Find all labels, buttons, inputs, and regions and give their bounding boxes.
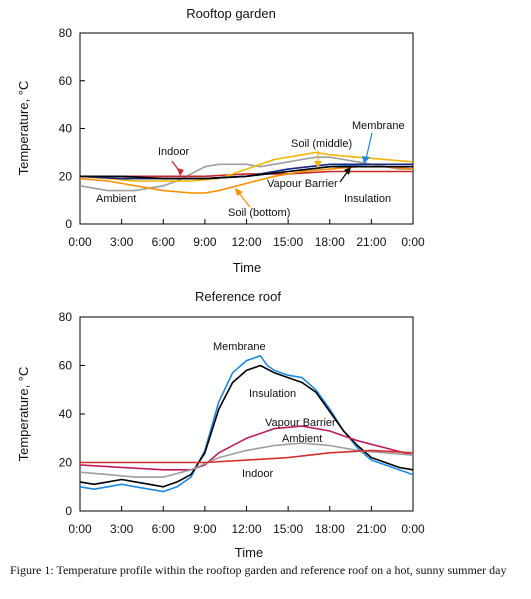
x-tick-label: 6:00 (152, 235, 176, 249)
annotation-insulation: Insulation (344, 193, 391, 205)
figure: Rooftop garden 0 20 40 60 80 0:00 3:00 6:00 9:0… (16, 6, 425, 560)
x-axis-ticks: 0:00 3:00 6:00 9:00 12:00 15:00 18:00 21:00 0:00 (68, 219, 425, 249)
x-tick-label: 21:00 (356, 522, 386, 536)
annotation-ambient: Ambient (282, 433, 322, 445)
figure-caption: Figure 1: Temperature profile within the… (10, 563, 507, 577)
series-line-vapour-barrier (79, 425, 414, 471)
x-tick-label: 6:00 (152, 522, 176, 536)
series-line-indoor (80, 449, 414, 464)
y-tick-label: 80 (59, 310, 73, 324)
chart-title: Rooftop garden (186, 6, 276, 21)
x-tick-label: 21:00 (356, 235, 386, 249)
x-tick-label: 15:00 (273, 235, 303, 249)
y-tick-label: 0 (65, 217, 72, 231)
y-tick-label: 20 (59, 169, 73, 183)
annotation-membrane: Membrane (352, 120, 405, 132)
series-line-ambient (79, 442, 414, 478)
x-axis-ticks: 0:00 3:00 6:00 9:00 12:00 15:00 18:00 21:00 0:00 (68, 506, 425, 536)
y-axis-ticks: 0 20 40 60 80 (59, 310, 85, 518)
annotation-vapour-barrier: Vapour Barrier (267, 178, 338, 190)
x-tick-label: 12:00 (231, 235, 261, 249)
series-line-soil-middle (79, 151, 414, 182)
y-tick-label: 40 (59, 122, 73, 136)
annotation-soil-middle: Soil (middle) (291, 138, 352, 150)
chart-reference-roof: Reference roof 0 20 40 60 80 0:00 3:00 6:00 9:0… (16, 289, 425, 560)
y-tick-label: 60 (59, 359, 73, 373)
annotation-insulation: Insulation (249, 388, 296, 400)
series-line-ambient (79, 156, 413, 192)
chart-rooftop-garden: Rooftop garden 0 20 40 60 80 0:00 3:00 6:00 9:0… (16, 6, 425, 275)
y-tick-label: 0 (65, 504, 72, 518)
x-tick-label: 9:00 (193, 522, 217, 536)
x-tick-label: 12:00 (231, 522, 261, 536)
y-tick-label: 60 (59, 74, 73, 88)
x-tick-label: 0:00 (401, 235, 425, 249)
x-tick-label: 0:00 (68, 235, 92, 249)
x-tick-label: 15:00 (273, 522, 303, 536)
y-axis-label: Temperature, °C (16, 81, 31, 176)
x-tick-label: 0:00 (401, 522, 425, 536)
y-tick-label: 40 (59, 407, 73, 421)
x-tick-label: 0:00 (68, 522, 92, 536)
series-line-vapour-barrier (80, 165, 413, 180)
annotation-indoor: Indoor (242, 468, 274, 480)
series-lines (79, 354, 414, 493)
y-axis-ticks: 0 20 40 60 80 (59, 26, 85, 231)
y-axis-label: Temperature, °C (16, 367, 31, 462)
series-lines (79, 151, 414, 194)
series-line-membrane (79, 354, 414, 493)
x-tick-label: 3:00 (110, 522, 134, 536)
chart-title: Reference roof (195, 289, 281, 304)
x-tick-label: 3:00 (110, 235, 134, 249)
x-axis-label: Time (233, 260, 261, 275)
x-tick-label: 18:00 (315, 522, 345, 536)
x-tick-label: 9:00 (193, 235, 217, 249)
annotation-arrows (171, 132, 373, 208)
y-tick-label: 80 (59, 26, 73, 40)
annotation-soil-bottom: Soil (bottom) (228, 207, 290, 219)
series-line-insulation (79, 364, 414, 488)
x-tick-label: 18:00 (315, 235, 345, 249)
y-tick-label: 20 (59, 456, 73, 470)
annotation-membrane: Membrane (213, 341, 266, 353)
annotation-vapour-barrier: Vapour Barrier (265, 417, 336, 429)
x-axis-label: Time (235, 545, 263, 560)
annotation-indoor: Indoor (158, 146, 190, 158)
annotation-ambient: Ambient (96, 193, 136, 205)
